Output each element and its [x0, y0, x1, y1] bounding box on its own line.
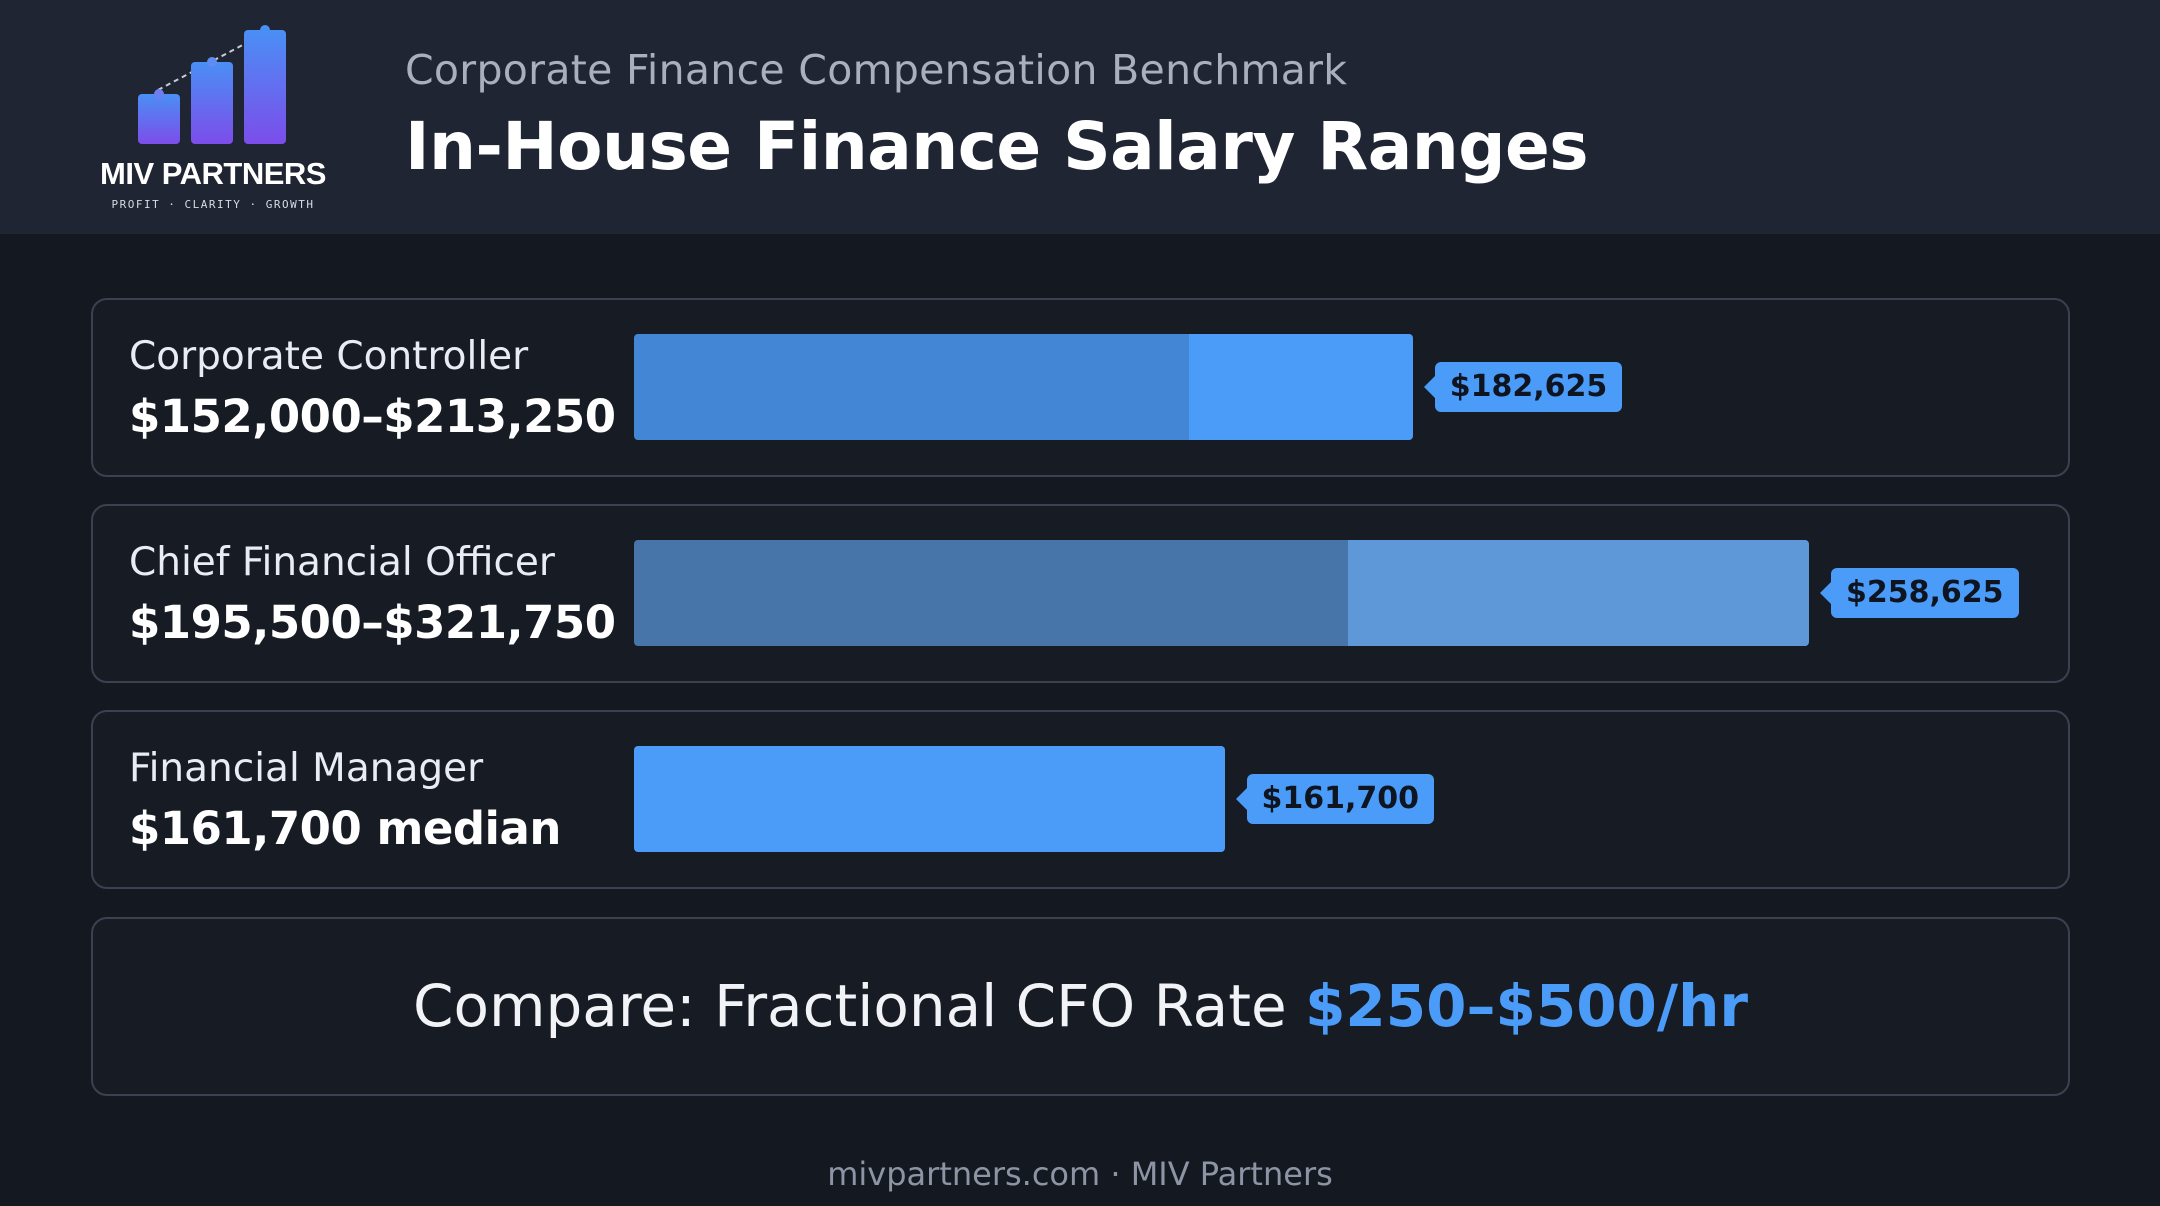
- compare-value: $250–$500/hr: [1305, 972, 1748, 1040]
- role-salary-range: $161,700 median: [129, 802, 561, 855]
- bar-low-segment: [634, 334, 1190, 440]
- salary-bar: [634, 746, 1225, 852]
- salary-row: Corporate Controller $152,000–$213,250 $18…: [91, 298, 2070, 477]
- page-title: In-House Finance Salary Ranges: [405, 108, 1589, 185]
- role-salary-range: $152,000–$213,250: [129, 390, 616, 443]
- midpoint-label: $258,625: [1820, 568, 2019, 618]
- role-name: Chief Financial Officer: [129, 540, 555, 585]
- bar-range-segment: [1347, 540, 1809, 646]
- page-subtitle: Corporate Finance Compensation Benchmark: [405, 46, 1348, 94]
- compare-label: Compare: Fractional CFO Rate: [413, 972, 1287, 1040]
- salary-bar: [634, 540, 1809, 646]
- bar-low-segment: [634, 746, 1225, 852]
- salary-row: Chief Financial Officer $195,500–$321,750…: [91, 504, 2070, 683]
- rising-bars-icon: [138, 25, 286, 144]
- brand-tagline: PROFIT · CLARITY · GROWTH: [111, 198, 315, 211]
- salary-bar: [634, 334, 1413, 440]
- role-name: Corporate Controller: [129, 334, 529, 379]
- salary-row: Financial Manager $161,700 median $161,700: [91, 710, 2070, 889]
- brand-logo: MIV PARTNERS PROFIT · CLARITY · GROWTH: [84, 18, 344, 218]
- midpoint-label: $182,625: [1423, 362, 1623, 412]
- role-salary-range: $195,500–$321,750: [129, 596, 616, 649]
- bar-low-segment: [634, 540, 1348, 646]
- bar-range-segment: [1189, 334, 1413, 440]
- footer-text: mivpartners.com · MIV Partners: [827, 1155, 1333, 1193]
- brand-name: MIV PARTNERS: [100, 156, 326, 191]
- role-name: Financial Manager: [129, 746, 484, 791]
- compare-panel: Compare: Fractional CFO Rate $250–$500/h…: [91, 917, 2070, 1096]
- midpoint-label: $161,700: [1235, 774, 1435, 824]
- header-banner: MIV PARTNERS PROFIT · CLARITY · GROWTH C…: [0, 0, 2160, 234]
